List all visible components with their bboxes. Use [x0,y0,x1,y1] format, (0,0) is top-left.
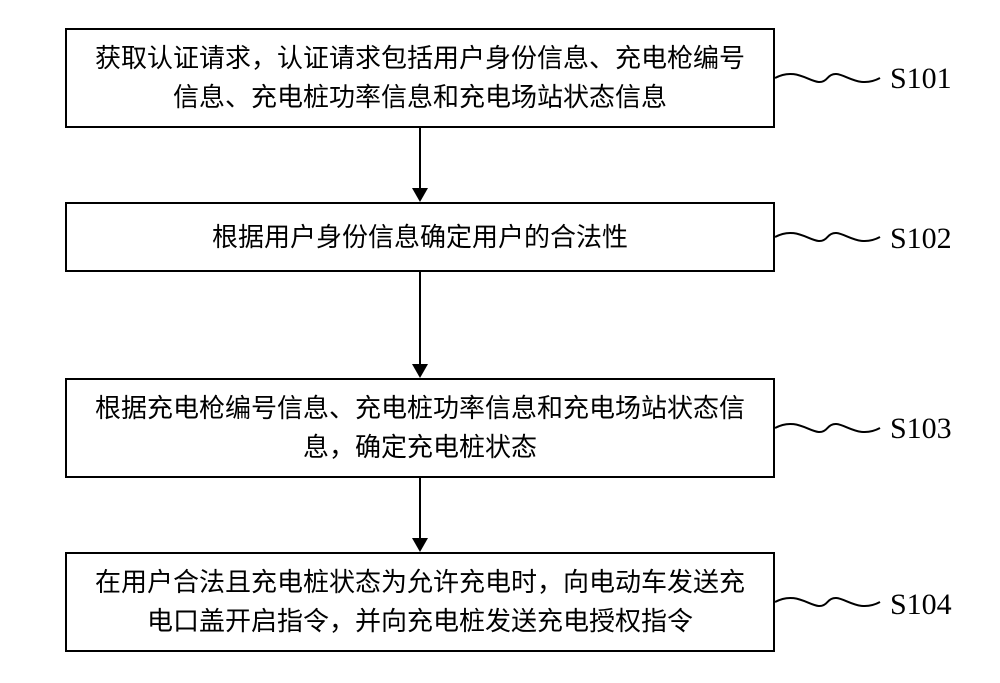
flow-arrow-head [412,538,428,552]
squiggle-connector [773,408,882,448]
flow-arrow-line [419,128,421,188]
step-label-s102: S102 [890,222,952,256]
flow-arrow-line [419,272,421,364]
step-label-s101: S101 [890,62,952,96]
step-label-s103: S103 [890,412,952,446]
squiggle-connector [773,217,882,257]
flowchart-step-s102: 根据用户身份信息确定用户的合法性 [65,202,775,272]
step-text: 在用户合法且充电桩状态为允许充电时，向电动车发送充电口盖开启指令，并向充电桩发送… [87,563,753,641]
step-text: 根据充电枪编号信息、充电桩功率信息和充电场站状态信息，确定充电桩状态 [87,389,753,467]
step-text: 获取认证请求，认证请求包括用户身份信息、充电枪编号信息、充电桩功率信息和充电场站… [87,39,753,117]
flow-arrow-head [412,364,428,378]
squiggle-connector [773,582,882,622]
flow-arrow-line [419,478,421,538]
flow-arrow-head [412,188,428,202]
step-text: 根据用户身份信息确定用户的合法性 [212,218,628,257]
flowchart-step-s103: 根据充电枪编号信息、充电桩功率信息和充电场站状态信息，确定充电桩状态 [65,378,775,478]
flowchart-step-s101: 获取认证请求，认证请求包括用户身份信息、充电枪编号信息、充电桩功率信息和充电场站… [65,28,775,128]
squiggle-connector [773,58,882,98]
step-label-s104: S104 [890,588,952,622]
flowchart-step-s104: 在用户合法且充电桩状态为允许充电时，向电动车发送充电口盖开启指令，并向充电桩发送… [65,552,775,652]
flowchart-canvas: 获取认证请求，认证请求包括用户身份信息、充电枪编号信息、充电桩功率信息和充电场站… [0,0,1000,683]
